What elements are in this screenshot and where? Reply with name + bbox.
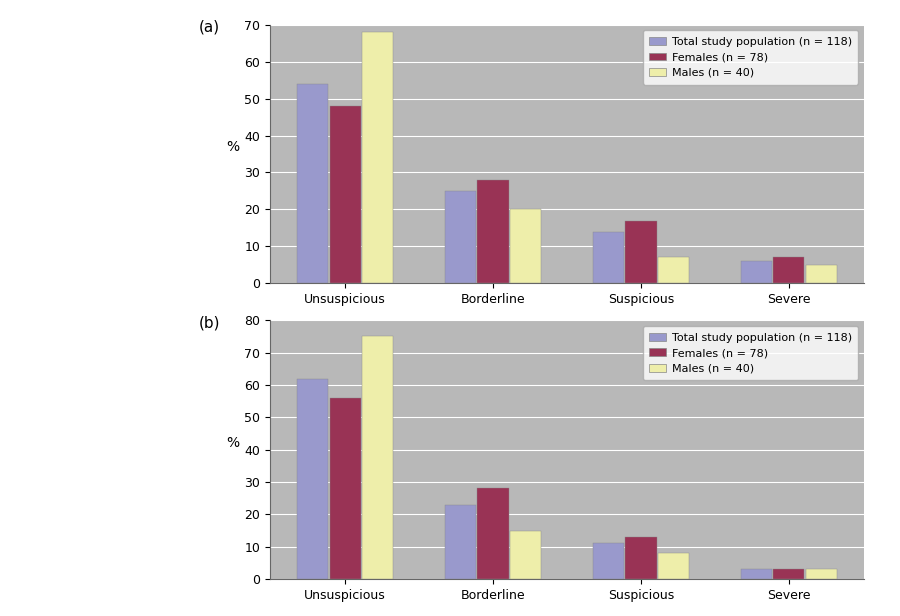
Legend: Total study population (n = 118), Females (n = 78), Males (n = 40): Total study population (n = 118), Female…: [643, 30, 859, 84]
Bar: [362, 336, 393, 579]
Bar: [741, 261, 772, 283]
Bar: [741, 569, 772, 579]
Bar: [362, 32, 393, 283]
Y-axis label: %: %: [227, 436, 239, 450]
Bar: [329, 106, 361, 283]
Y-axis label: %: %: [227, 140, 239, 154]
Legend: Total study population (n = 118), Females (n = 78), Males (n = 40): Total study population (n = 118), Female…: [643, 326, 859, 380]
Bar: [297, 378, 328, 579]
Bar: [773, 257, 805, 283]
Bar: [593, 232, 624, 283]
Bar: [445, 505, 476, 579]
Bar: [593, 543, 624, 579]
Bar: [478, 180, 508, 283]
Text: (b): (b): [199, 315, 220, 330]
Bar: [510, 209, 541, 283]
Bar: [658, 553, 689, 579]
Bar: [626, 221, 656, 283]
Bar: [329, 398, 361, 579]
Text: (a): (a): [199, 20, 220, 34]
Bar: [297, 84, 328, 283]
Bar: [478, 488, 508, 579]
Bar: [445, 191, 476, 283]
Bar: [806, 569, 837, 579]
Bar: [658, 257, 689, 283]
Bar: [806, 265, 837, 283]
Bar: [510, 530, 541, 579]
Bar: [626, 537, 656, 579]
Bar: [773, 569, 805, 579]
